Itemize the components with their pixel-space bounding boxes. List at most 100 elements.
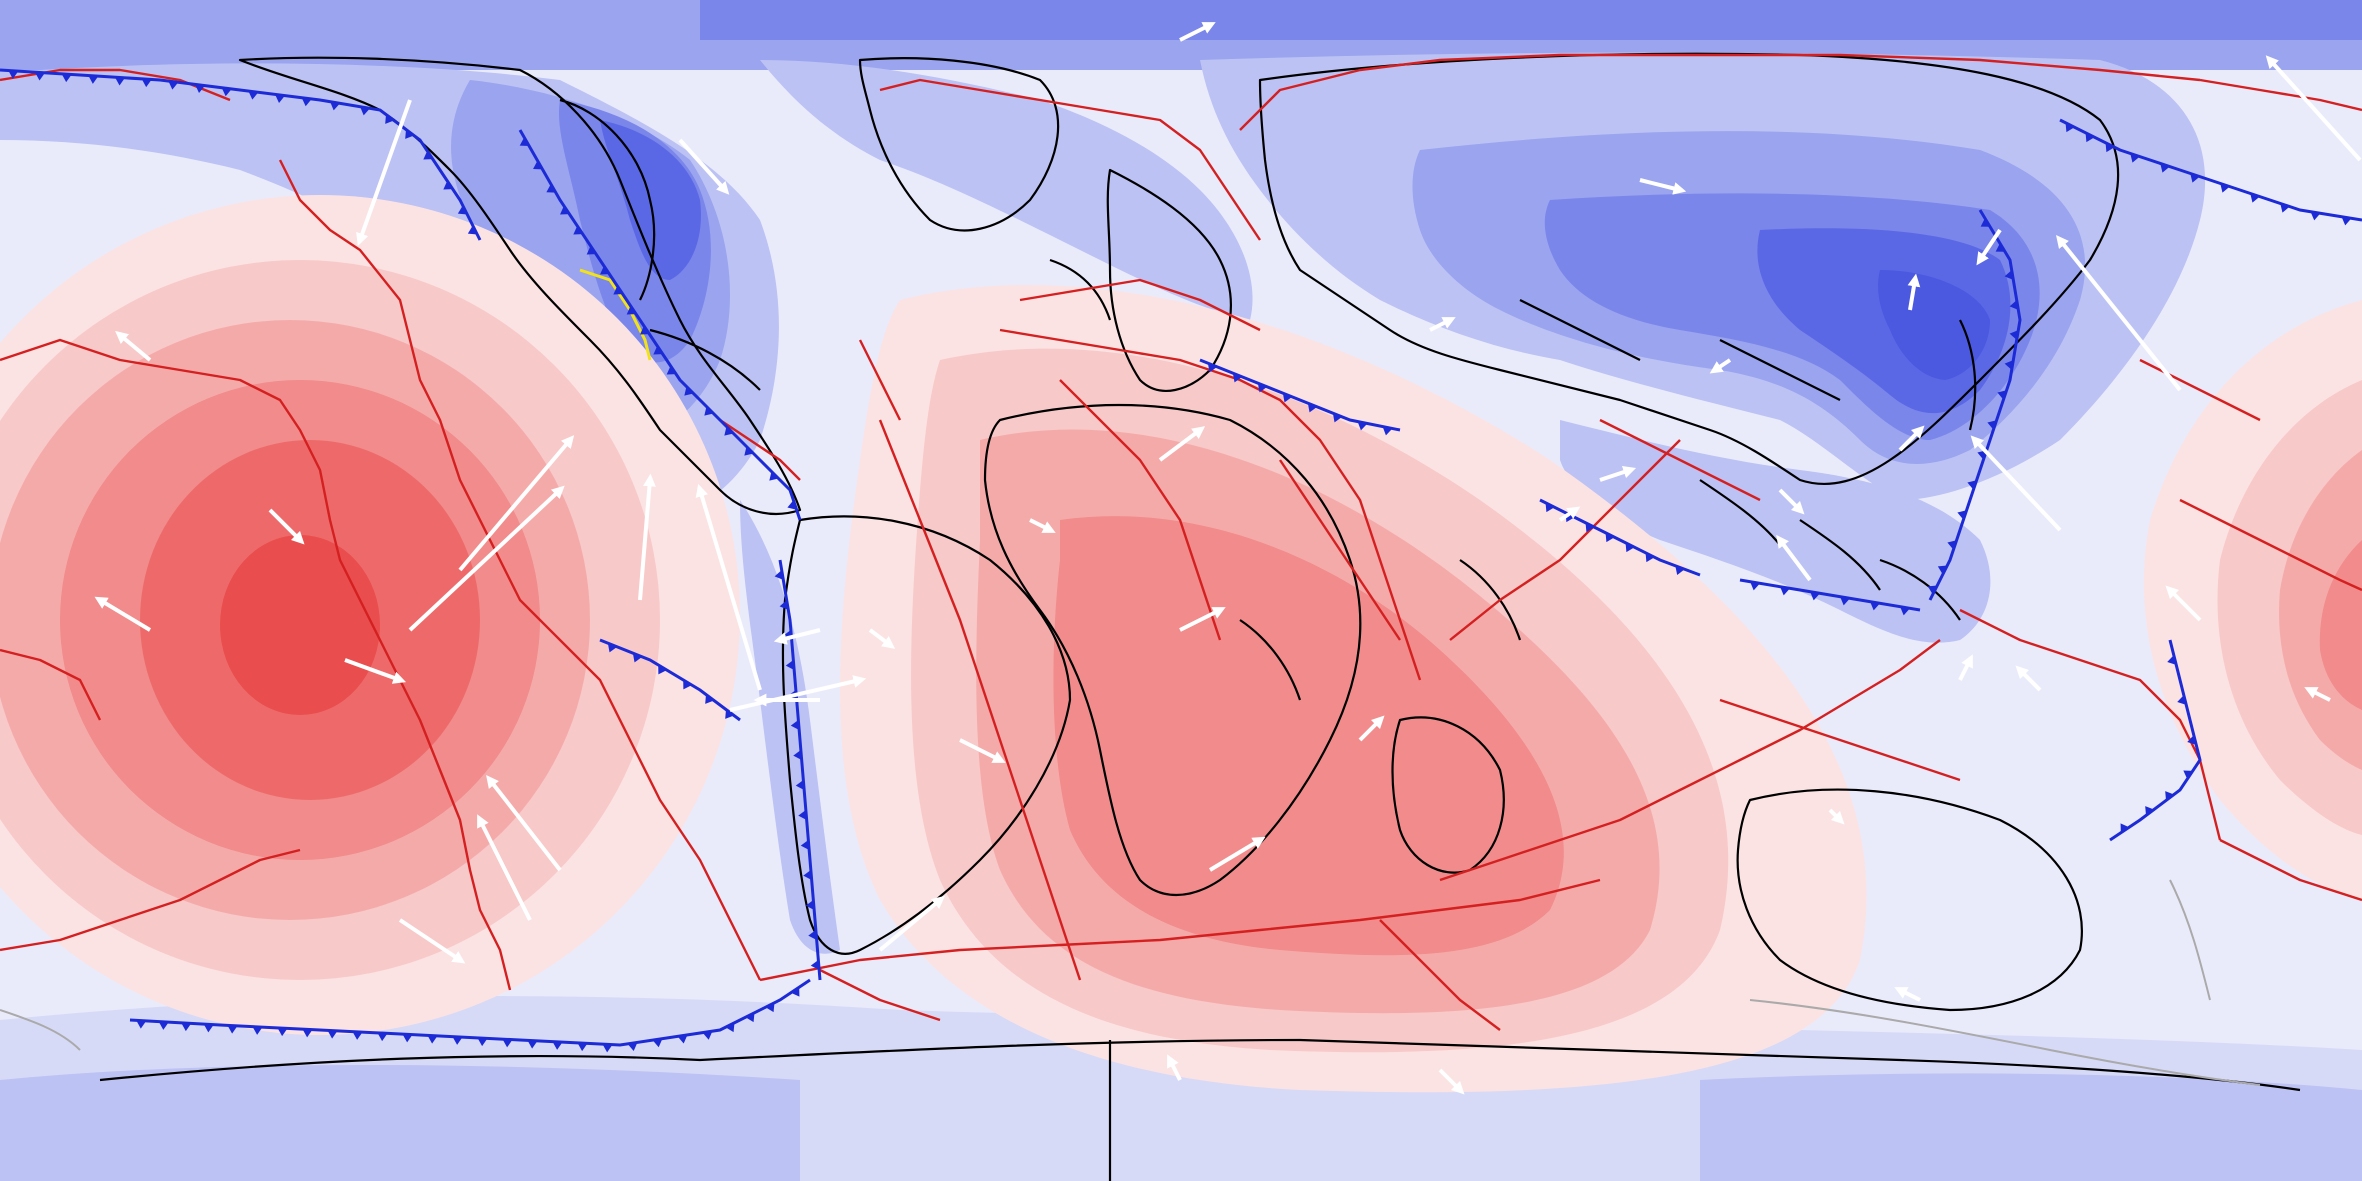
triangle-tooth-icon <box>1957 510 1967 520</box>
triangle-tooth-icon <box>181 1022 192 1032</box>
triangle-tooth-icon <box>1780 586 1790 596</box>
triangle-tooth-icon <box>552 1041 563 1050</box>
arrow-icon <box>1894 987 1921 1002</box>
triangle-tooth-icon <box>808 930 817 940</box>
arrow-icon <box>1358 715 1385 742</box>
subduction-zone-line <box>2109 639 2202 842</box>
arrow-icon <box>1958 654 1973 681</box>
triangle-tooth-icon <box>1307 403 1318 413</box>
arrow-icon <box>1970 435 2062 532</box>
triangle-tooth-icon <box>248 91 259 100</box>
arrow-icon <box>1898 425 1925 452</box>
triangle-tooth-icon <box>666 365 677 375</box>
triangle-tooth-icon <box>769 471 779 481</box>
velocity-vectors <box>94 22 2362 1095</box>
triangle-tooth-icon <box>1987 420 1997 430</box>
triangle-tooth-icon <box>252 1026 263 1035</box>
triangle-tooth-icon <box>745 1012 755 1023</box>
coastlines <box>99 52 2301 1181</box>
subduction-zone-line <box>518 129 802 521</box>
triangle-tooth-icon <box>2167 655 2177 665</box>
arrow-icon <box>868 628 896 649</box>
triangle-tooth-icon <box>613 285 623 295</box>
arrow-icon <box>2265 55 2362 162</box>
arrow-icon <box>1438 1068 1465 1095</box>
triangle-tooth-icon <box>360 106 370 116</box>
subduction-zone-line <box>1928 209 2022 601</box>
triangle-tooth-icon <box>2187 735 2197 745</box>
triangle-tooth-icon <box>1232 373 1243 383</box>
arrow-icon <box>2056 235 2182 392</box>
arrow-icon <box>486 774 562 872</box>
triangle-tooth-icon <box>1937 565 1948 575</box>
triangle-tooth-icon <box>800 840 810 850</box>
triangle-tooth-icon <box>705 694 714 704</box>
triangle-tooth-icon <box>275 94 285 103</box>
arrow-icon <box>356 99 412 247</box>
triangle-tooth-icon <box>2160 163 2170 173</box>
arrow-icon <box>1639 178 1687 195</box>
arrow-icon <box>408 485 565 632</box>
triangle-tooth-icon <box>803 870 812 880</box>
triangle-tooth-icon <box>1207 363 1218 373</box>
triangle-tooth-icon <box>704 406 714 416</box>
triangle-tooth-icon <box>640 325 650 335</box>
triangle-tooth-icon <box>684 386 694 396</box>
arrow-icon <box>1179 22 1216 42</box>
triangle-tooth-icon <box>2280 203 2290 213</box>
triangle-tooth-icon <box>1257 383 1268 393</box>
triangle-tooth-icon <box>546 183 556 193</box>
triangle-tooth-icon <box>327 1030 338 1039</box>
triangle-tooth-icon <box>330 101 340 111</box>
triangle-tooth-icon <box>533 160 543 170</box>
triangle-tooth-icon <box>2105 142 2115 153</box>
triangle-tooth-icon <box>405 129 414 139</box>
arrow-icon <box>1167 1054 1182 1081</box>
triangle-tooth-icon <box>477 1037 488 1047</box>
triangle-tooth-icon <box>765 1002 775 1013</box>
arrow-icon <box>2165 585 2202 622</box>
triangle-tooth-icon <box>1997 390 2007 400</box>
arrow-icon <box>959 738 1006 763</box>
triangle-tooth-icon <box>452 1036 463 1045</box>
arrow-icon <box>458 435 575 572</box>
triangle-tooth-icon <box>658 664 667 675</box>
arrow-icon <box>1429 317 1456 332</box>
arrow-icon <box>477 814 532 921</box>
subduction-zone-line <box>778 559 822 981</box>
triangle-tooth-icon <box>810 960 820 970</box>
arrow-icon <box>268 508 305 545</box>
triangle-tooth-icon <box>377 1032 388 1042</box>
triangle-tooth-icon <box>519 137 530 147</box>
arrow-icon <box>729 675 867 712</box>
arrow-icon <box>1778 488 1805 515</box>
triangle-tooth-icon <box>779 600 789 610</box>
triangle-tooth-icon <box>2310 211 2321 221</box>
triangle-tooth-icon <box>168 81 179 90</box>
arrow-icon <box>1208 836 1266 872</box>
arrow-icon <box>398 918 466 964</box>
triangle-tooth-icon <box>790 987 800 997</box>
triangle-tooth-icon <box>2009 330 2019 340</box>
arrow-icon <box>1558 506 1581 522</box>
triangle-tooth-icon <box>1357 421 1368 431</box>
triangle-tooth-icon <box>115 77 125 86</box>
triangle-tooth-icon <box>2177 695 2187 705</box>
triangle-tooth-icon <box>2183 770 2193 780</box>
red-field <box>0 195 2362 1093</box>
subduction-zone-line <box>1739 578 1921 612</box>
arrow-icon <box>638 473 656 601</box>
triangle-tooth-icon <box>677 1034 688 1044</box>
triangle-tooth-icon <box>1980 218 1991 227</box>
subduction-zone-line <box>129 978 811 1047</box>
triangle-tooth-icon <box>607 643 618 653</box>
triangle-tooth-icon <box>227 1025 238 1034</box>
triangle-tooth-icon <box>798 810 807 820</box>
triangle-tooth-icon <box>1585 522 1595 533</box>
triangle-tooth-icon <box>1625 542 1635 553</box>
triangle-tooth-icon <box>724 426 734 436</box>
arrow-icon <box>1029 518 1056 533</box>
triangle-tooth-icon <box>790 720 800 730</box>
triangle-tooth-icon <box>627 1042 638 1052</box>
